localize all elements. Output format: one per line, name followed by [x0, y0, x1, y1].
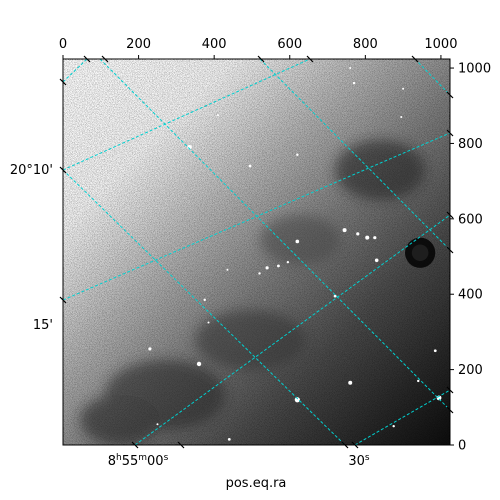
world-frame-ticks [59, 55, 454, 449]
star [365, 235, 370, 240]
star [356, 232, 360, 236]
star [348, 380, 353, 385]
star [352, 81, 356, 85]
top-axis-tick-label: 800 [353, 37, 378, 52]
star [265, 266, 269, 270]
star [374, 258, 379, 263]
dark-ring-feature [405, 237, 436, 268]
world-frame-tick [411, 55, 419, 63]
world-frame-tick [59, 166, 67, 174]
right-axis-tick-label: 1000 [458, 62, 491, 77]
grid-line [99, 59, 450, 411]
star [342, 228, 347, 233]
world-frame-tick [306, 55, 314, 63]
world-frame-tick [101, 55, 109, 63]
world-frame-tick [446, 211, 454, 219]
right-axis-tick-label: 800 [458, 137, 483, 152]
star [349, 67, 352, 70]
plot-area [63, 59, 450, 445]
star [258, 272, 261, 275]
star [277, 264, 280, 268]
star [216, 114, 219, 117]
star [402, 87, 405, 90]
world-frame-tick [446, 246, 454, 254]
star [294, 397, 300, 403]
top-axis-tick-label: 1000 [424, 37, 457, 52]
ra-tick-label-1: 30s [348, 453, 370, 469]
star [203, 298, 206, 302]
world-frame-tick [341, 441, 349, 449]
world-frame-tick [351, 441, 359, 449]
star [333, 294, 337, 298]
dec-tick-label-1: 15' [33, 318, 53, 333]
star [400, 116, 403, 119]
right-pixel-axis: 0 200 400 600 800 1000 [450, 62, 491, 454]
grid-line [63, 59, 88, 83]
grid-line [63, 59, 311, 171]
coordinate-grid [63, 59, 450, 445]
star [148, 347, 152, 351]
stars-layer [148, 67, 442, 441]
world-frame-tick [59, 78, 67, 86]
grid-line [354, 389, 450, 445]
world-frame-tick [446, 386, 454, 394]
right-axis-tick-label: 400 [458, 288, 483, 303]
x-axis-title: pos.eq.ra [226, 476, 287, 491]
grid-line [63, 132, 450, 301]
star [392, 424, 395, 428]
grid-line [63, 169, 346, 445]
star [196, 361, 202, 367]
star [248, 164, 252, 168]
star [226, 268, 229, 271]
star [173, 67, 176, 69]
star [373, 236, 377, 240]
star [227, 437, 231, 441]
dec-tick-label-0: 20°10' [10, 163, 53, 178]
plot-frame [62, 58, 451, 446]
world-frame-tick [257, 55, 265, 63]
world-frame-tick [83, 55, 91, 63]
grid-line [134, 214, 450, 445]
top-axis-tick-label: 600 [277, 37, 302, 52]
top-axis-tick-label: 0 [59, 37, 67, 52]
right-axis-tick-label: 200 [458, 363, 483, 378]
star [417, 379, 420, 383]
star [433, 349, 437, 353]
top-axis-tick-label: 200 [126, 37, 151, 52]
star [156, 423, 159, 426]
world-frame-tick [446, 406, 454, 414]
dark-ring-inner [411, 244, 429, 262]
world-frame-tick [446, 91, 454, 99]
top-axis-tick-label: 400 [202, 37, 227, 52]
world-frame-tick [59, 296, 67, 304]
world-frame-tick [131, 441, 139, 449]
right-axis-tick-label: 0 [458, 439, 466, 454]
star [295, 239, 300, 244]
world-frame-tick [177, 441, 185, 449]
top-pixel-axis: 0 200 400 600 800 1000 [59, 37, 457, 59]
world-frame-tick [446, 129, 454, 137]
ra-tick-label-0: 8h55m00s [108, 453, 169, 469]
star [286, 260, 290, 264]
right-axis-tick-label: 600 [458, 212, 483, 227]
star [207, 321, 210, 324]
star [296, 153, 299, 156]
grid-line [414, 59, 450, 96]
